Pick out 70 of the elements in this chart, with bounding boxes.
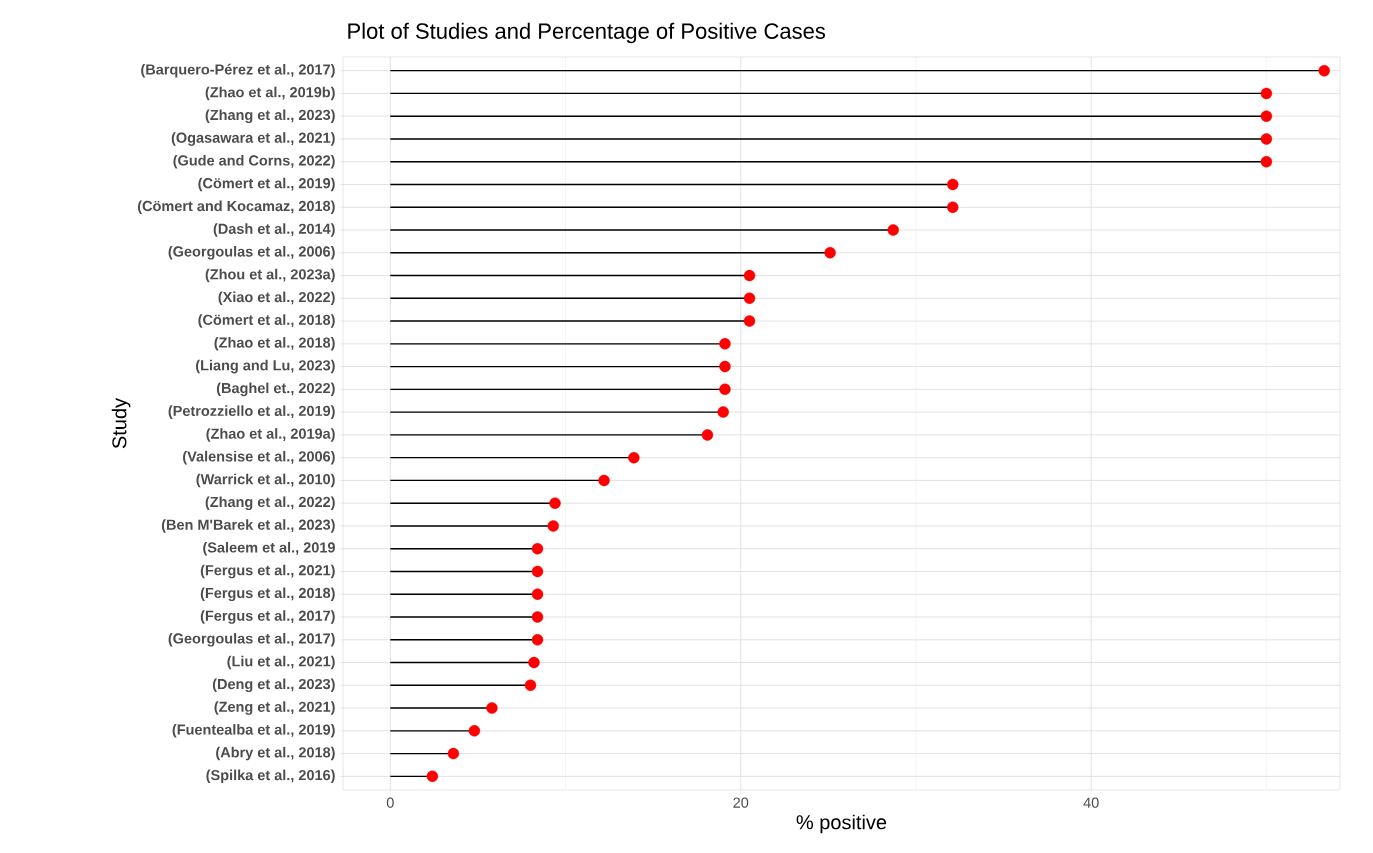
y-tick-label: (Liang and Lu, 2023): [196, 359, 335, 374]
y-tick-label: (Fergus et al., 2017): [200, 610, 335, 624]
point: [447, 747, 460, 760]
y-axis-title: Study: [111, 397, 131, 449]
x-tick-label: 20: [733, 797, 749, 808]
y-tick-label: (Zhao et al., 2019a): [206, 428, 335, 442]
y-tick-label: (Cömert and Kocamaz, 2018): [137, 200, 335, 215]
y-tick-label: (Zhao et al., 2019b): [205, 86, 335, 101]
y-tick-label: (Georgoulas et al., 2017): [168, 632, 335, 647]
point: [531, 565, 544, 578]
point: [887, 224, 899, 236]
y-tick-label: (Gude and Corns, 2022): [173, 154, 335, 169]
point: [531, 588, 544, 600]
point: [598, 474, 610, 487]
y-tick-label: (Dash et al., 2014): [213, 223, 335, 237]
y-tick-label: (Saleem et al., 2019: [203, 541, 335, 556]
point: [528, 656, 540, 669]
y-tick-label: (Cömert et al., 2018): [198, 314, 335, 328]
point: [1260, 110, 1273, 122]
y-tick-label: (Georgoulas et al., 2006): [168, 245, 335, 260]
y-tick-label: (Zeng et al., 2021): [214, 701, 335, 715]
point: [486, 702, 498, 714]
point: [701, 429, 714, 441]
y-tick-label: (Baghel et., 2022): [216, 382, 335, 397]
y-tick-label: (Zhang et al., 2023): [205, 109, 335, 123]
y-tick-label: (Abry et al., 2018): [216, 746, 335, 761]
point: [549, 497, 561, 509]
point: [824, 247, 836, 259]
y-tick-label: (Barquero-Pérez et al., 2017): [141, 63, 335, 78]
point: [426, 770, 439, 783]
point: [1260, 87, 1273, 100]
y-tick-label: (Ogasawara et al., 2021): [171, 132, 335, 146]
y-tick-label: (Fuentealba et al., 2019): [172, 724, 335, 738]
y-tick-label: (Ben M'Barek et al., 2023): [161, 519, 335, 533]
point: [947, 201, 959, 213]
y-tick-label: (Fergus et al., 2021): [200, 564, 335, 579]
point: [628, 451, 640, 464]
point: [947, 178, 959, 191]
point: [547, 520, 559, 532]
point: [743, 292, 756, 304]
y-tick-label: (Zhang et al., 2022): [205, 496, 335, 510]
point: [743, 315, 756, 327]
point: [1260, 156, 1273, 168]
point: [531, 611, 544, 623]
chart-title: Plot of Studies and Percentage of Positive Cases: [348, 22, 826, 44]
x-tick-label: 0: [386, 797, 394, 808]
point: [1318, 64, 1330, 77]
y-tick-label: (Zhou et al., 2023a): [205, 268, 335, 283]
y-tick-label: (Zhao et al., 2018): [214, 337, 335, 351]
y-tick-label: (Petrozziello et al., 2019): [168, 405, 335, 419]
point: [531, 543, 544, 555]
point: [531, 634, 544, 646]
y-tick-label: (Valensise et al., 2006): [183, 450, 335, 465]
x-axis-title: % positive: [796, 814, 887, 834]
y-tick-label: (Liu et al., 2021): [227, 655, 335, 670]
point: [468, 725, 481, 737]
y-tick-label: (Xiao et al., 2022): [218, 291, 335, 306]
point: [717, 406, 729, 418]
point: [719, 383, 731, 396]
y-tick-label: (Fergus et al., 2018): [200, 587, 335, 602]
point: [719, 338, 731, 350]
y-tick-label: (Deng et al., 2023): [212, 678, 335, 693]
point: [743, 269, 756, 282]
y-tick-label: (Cömert et al., 2019): [198, 177, 335, 192]
point: [524, 679, 537, 691]
y-tick-label: (Spilka et al., 2016): [206, 769, 335, 784]
x-tick-label: 40: [1083, 797, 1099, 808]
point: [719, 360, 731, 373]
point: [1260, 133, 1273, 145]
y-tick-label: (Warrick et al., 2010): [196, 473, 335, 488]
